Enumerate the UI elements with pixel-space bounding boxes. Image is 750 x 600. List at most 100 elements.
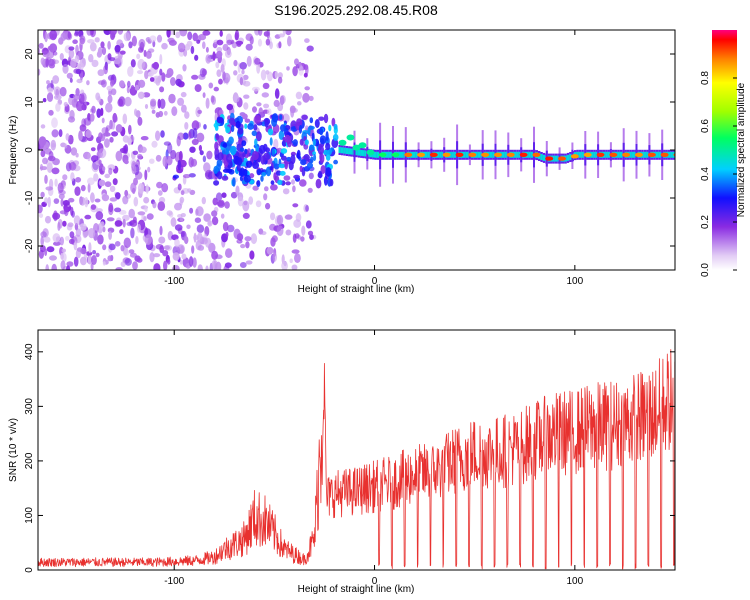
noise-blob — [106, 217, 115, 222]
ridge-band-core — [655, 151, 659, 158]
transition-blob — [271, 148, 275, 157]
noise-blob — [137, 153, 143, 160]
spectrogram-y-tick-label: -10 — [24, 190, 35, 205]
noise-blob — [128, 124, 132, 135]
noise-blob — [305, 205, 309, 212]
noise-blob — [114, 241, 121, 247]
noise-blob — [126, 86, 130, 94]
noise-blob — [126, 221, 133, 227]
colorbar-tick-label: 0.4 — [700, 167, 711, 181]
noise-blob — [303, 64, 309, 71]
transition-blob — [325, 167, 332, 177]
noise-blob — [90, 204, 97, 210]
transition-blob — [280, 148, 288, 154]
noise-blob — [137, 70, 143, 75]
noise-blob — [163, 110, 168, 116]
ridge-onset-blob — [366, 149, 375, 156]
noise-blob — [49, 30, 58, 41]
noise-blob — [166, 30, 171, 38]
noise-blob — [204, 226, 210, 237]
noise-blob — [41, 47, 49, 55]
ridge-band-core — [338, 147, 341, 153]
noise-blob — [165, 73, 172, 78]
noise-blob — [115, 124, 123, 133]
noise-blob — [196, 132, 205, 143]
noise-blob — [137, 116, 143, 126]
noise-blob — [184, 111, 190, 119]
transition-blob — [216, 159, 223, 167]
noise-blob — [139, 146, 147, 154]
noise-blob — [170, 217, 177, 227]
transition-blob — [307, 162, 313, 169]
noise-blob — [248, 196, 254, 205]
noise-blob — [153, 253, 161, 258]
transition-blob — [242, 152, 246, 157]
noise-blob — [245, 43, 253, 51]
noise-blob — [145, 50, 152, 59]
transition-blob — [229, 145, 237, 155]
noise-blob — [133, 196, 139, 207]
noise-blob — [143, 216, 147, 222]
noise-blob — [69, 161, 77, 171]
noise-blob — [159, 54, 163, 65]
noise-blob — [51, 117, 58, 128]
noise-blob — [187, 188, 192, 193]
noise-blob — [91, 59, 99, 68]
ridge-hotspot — [417, 152, 425, 157]
noise-blob — [218, 78, 223, 85]
transition-blob — [333, 123, 338, 130]
transition-blob — [239, 175, 243, 182]
noise-blob — [225, 248, 233, 258]
noise-blob — [43, 236, 51, 243]
noise-blob — [152, 61, 159, 70]
transition-blob — [237, 127, 244, 135]
ridge-hotspot — [609, 152, 618, 157]
transition-blob — [320, 165, 326, 174]
transition-blob — [304, 139, 309, 146]
noise-blob — [38, 68, 41, 76]
noise-blob — [196, 224, 205, 233]
noise-blob — [186, 40, 193, 47]
ridge-hotspot — [378, 152, 387, 157]
noise-blob — [203, 124, 207, 130]
noise-blob — [94, 198, 101, 203]
noise-blob — [270, 184, 278, 191]
noise-blob — [51, 129, 59, 138]
ridge-band-core — [398, 151, 401, 158]
noise-blob — [88, 54, 94, 63]
noise-blob — [157, 201, 166, 212]
noise-blob — [86, 80, 90, 86]
noise-blob — [171, 106, 178, 117]
noise-blob — [65, 235, 70, 241]
noise-blob — [61, 252, 67, 262]
noise-blob — [66, 261, 74, 267]
transition-blob — [217, 171, 223, 180]
transition-blob — [237, 157, 243, 166]
noise-blob — [280, 95, 286, 104]
transition-blob — [278, 130, 285, 140]
ridge-band-core — [355, 149, 358, 156]
noise-blob — [262, 82, 270, 90]
ridge-band-core — [475, 151, 478, 158]
noise-blob — [282, 113, 290, 124]
noise-blob — [123, 144, 129, 154]
noise-blob — [205, 46, 209, 53]
noise-blob — [137, 183, 145, 194]
noise-blob — [87, 177, 95, 186]
noise-blob — [149, 77, 155, 82]
colorbar-label: Normalized spectral amplitude — [736, 82, 747, 217]
noise-blob — [294, 58, 299, 66]
noise-blob — [40, 231, 47, 238]
noise-blob — [123, 237, 131, 249]
noise-blob — [92, 250, 97, 255]
noise-blob — [79, 223, 87, 231]
noise-blob — [245, 260, 253, 265]
noise-blob — [117, 55, 123, 67]
noise-blob — [216, 69, 222, 77]
ridge-onset-blob — [346, 134, 355, 141]
ridge-band-core — [617, 151, 620, 158]
noise-blob — [242, 113, 248, 120]
transition-blob — [325, 142, 331, 151]
noise-blob — [94, 37, 100, 43]
